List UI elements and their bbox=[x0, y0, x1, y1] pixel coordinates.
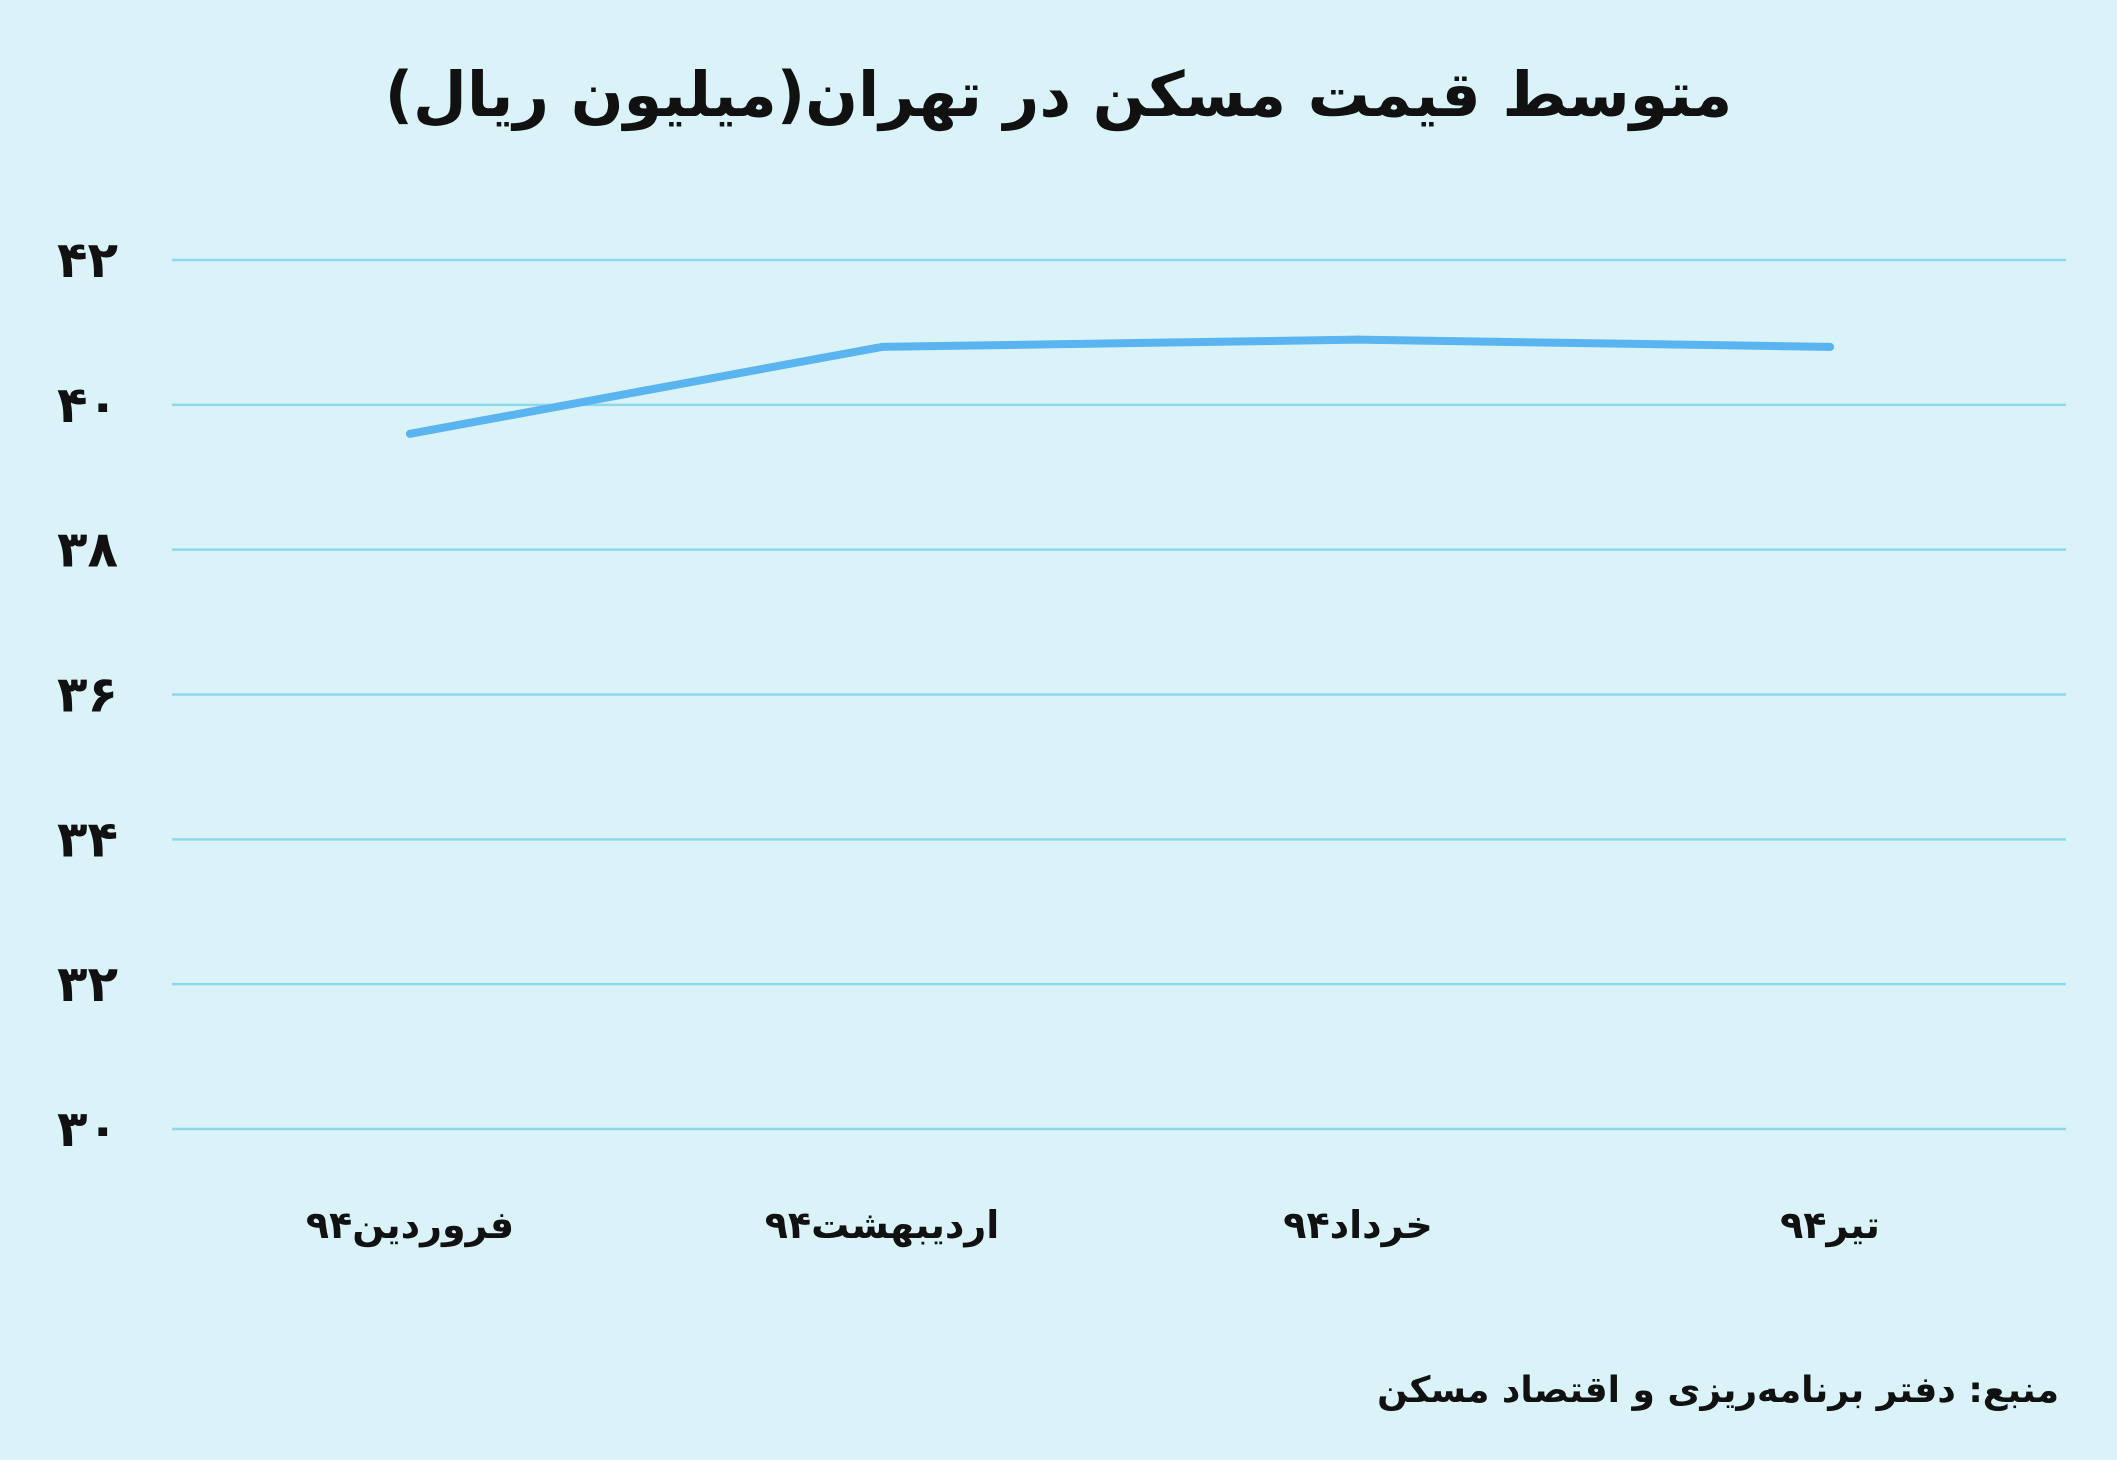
y-tick-label: ۳۸ bbox=[57, 521, 118, 579]
x-tick-label: تیر۹۴ bbox=[1780, 1203, 1880, 1247]
source-note: منبع: دفتر برنامه‌ریزی و اقتصاد مسکن bbox=[1377, 1370, 2059, 1411]
x-tick-labels: فروردین۹۴ اردیبهشت۹۴ خرداد۹۴ تیر۹۴ bbox=[306, 1203, 1880, 1248]
x-tick-label: اردیبهشت۹۴ bbox=[765, 1203, 1000, 1247]
data-point bbox=[406, 429, 414, 438]
chart-title: متوسط قیمت مسکن در تهران(میلیون ریال) bbox=[384, 58, 1733, 131]
y-tick-label: ۳۲ bbox=[57, 955, 118, 1013]
gridlines bbox=[172, 258, 2066, 1131]
data-point bbox=[1826, 342, 1834, 351]
data-point bbox=[878, 342, 886, 351]
y-tick-labels: ۳۰ ۳۲ ۳۴ ۳۶ ۳۸ ۴۰ ۴۲ bbox=[57, 231, 118, 1158]
x-tick-label: فروردین۹۴ bbox=[306, 1203, 514, 1248]
x-tick-label: خرداد۹۴ bbox=[1283, 1203, 1432, 1247]
data-point bbox=[1354, 335, 1362, 344]
y-tick-label: ۳۶ bbox=[57, 666, 118, 724]
y-tick-label: ۴۲ bbox=[57, 231, 118, 289]
y-tick-label: ۳۴ bbox=[57, 810, 118, 868]
y-tick-label: ۴۰ bbox=[57, 376, 118, 434]
y-tick-label: ۳۰ bbox=[57, 1100, 118, 1158]
series-layer bbox=[406, 335, 1834, 438]
series-line bbox=[406, 335, 1834, 438]
